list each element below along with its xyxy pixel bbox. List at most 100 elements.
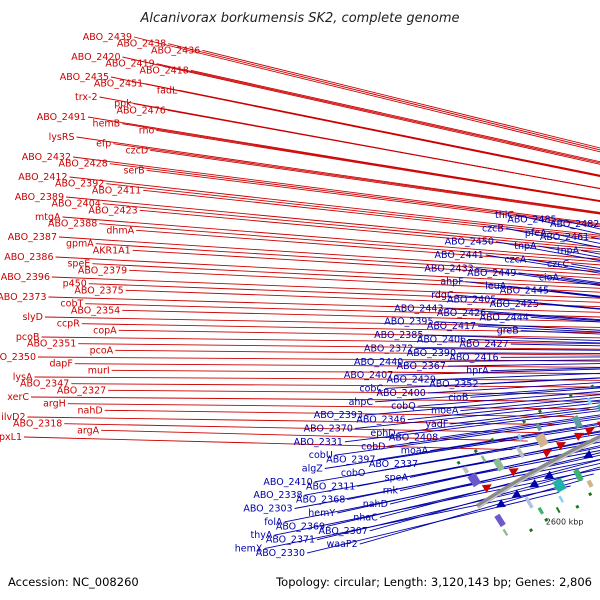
accession-label: Accession: NC_008260 [8, 575, 139, 589]
reverse-leader-line [457, 352, 600, 354]
reverse-gene-label: ABO_2393 [314, 410, 363, 421]
reverse-leader-line [284, 458, 600, 523]
forward-leader-line [41, 336, 600, 345]
reverse-gene-label: ABO_2408 [389, 432, 438, 443]
reverse-gene-label: ABO_2371 [266, 535, 315, 546]
reverse-gene-arrow [544, 470, 555, 479]
forward-leader-line [67, 403, 590, 410]
reverse-gene-label: cioA [539, 272, 560, 283]
forward-leader-line [202, 49, 600, 149]
outer-green-mark [590, 384, 595, 389]
forward-gene-label: ABO_2351 [27, 339, 76, 350]
outer-feature-mark [480, 455, 487, 463]
forward-gene-label: nahD [78, 405, 103, 416]
forward-gene-label: ABO_2375 [74, 285, 123, 296]
forward-gene-label: ABO_2491 [37, 112, 86, 123]
outer-feature-mark [516, 433, 523, 442]
reverse-gene-label: ABO_2303 [243, 504, 292, 515]
reverse-leader-line [447, 363, 600, 367]
forward-leader-line [44, 316, 600, 328]
forward-gene-label: pcoA [90, 345, 114, 356]
reverse-gene-label: algZ [302, 464, 323, 475]
forward-leader-line [108, 389, 600, 395]
reverse-leader-line [367, 431, 600, 474]
reverse-gene-label: ABO_2369 [276, 521, 325, 532]
forward-leader-line [109, 163, 600, 226]
reverse-gene-label: ABO_2429 [387, 375, 436, 386]
reverse-gene-label: tnpA [514, 241, 537, 252]
inner-green-mark [575, 504, 580, 509]
forward-gene-label: mtgA [35, 212, 61, 223]
reverse-gene-label: cobO [341, 468, 366, 479]
forward-leader-line [139, 209, 600, 253]
reverse-leader-line [377, 423, 600, 461]
reverse-gene-label: ABO_2482 [550, 219, 599, 230]
forward-leader-line [71, 383, 600, 388]
outer-green-mark [568, 393, 573, 398]
forward-gene-label: rho [139, 125, 155, 136]
forward-gene-arrow [542, 449, 553, 458]
forward-gene-label: dapF [49, 359, 72, 370]
reverse-leader-line [294, 450, 600, 509]
scale-tick [555, 506, 561, 514]
forward-gene-label: pcoB [16, 332, 40, 343]
reverse-leader-line [427, 382, 600, 394]
reverse-gene-label: ABO_2331 [294, 437, 343, 448]
reverse-gene-label: ABO_2461 [540, 232, 589, 243]
forward-leader-line [104, 409, 575, 418]
forward-leader-line [143, 189, 600, 240]
forward-gene-label: ABO_2436 [151, 45, 200, 56]
reverse-leader-line [344, 410, 600, 443]
forward-gene-label: lysA [13, 372, 33, 383]
forward-gene-label: dhmA [106, 225, 134, 236]
reverse-leader-line [395, 368, 600, 376]
reverse-gene-label: ABO_2405 [447, 295, 496, 306]
forward-gene-label: ABO_2392 [55, 179, 104, 190]
reverse-leader-line [440, 414, 600, 438]
reverse-gene-label: ABO_2385 [374, 330, 423, 341]
forward-gene-label: ABO_2396 [1, 272, 50, 283]
reverse-gene-label: waaP2 [327, 539, 358, 550]
forward-leader-line [101, 429, 528, 442]
forward-leader-line [58, 236, 600, 273]
forward-leader-line [74, 363, 600, 368]
forward-gene-arrow [584, 427, 595, 436]
forward-gene-arrow [574, 432, 585, 441]
reverse-gene-label: ABO_2352 [429, 379, 478, 390]
forward-gene-label: ABO_2347 [20, 379, 69, 390]
forward-leader-line [65, 196, 600, 248]
reverse-gene-label: ABO_2440 [354, 357, 403, 368]
reverse-gene-label: ABO_2390 [407, 348, 456, 359]
forward-feature-block [467, 472, 482, 488]
reverse-gene-label: rnk [383, 486, 399, 497]
reverse-gene-label: ABO_2307 [319, 526, 368, 537]
forward-gene-label: ABO_2451 [94, 79, 143, 90]
forward-leader-line [125, 289, 600, 308]
forward-gene-label: ABO_2420 [71, 52, 120, 63]
reverse-leader-line [304, 441, 600, 496]
forward-leader-line [168, 43, 600, 151]
reverse-gene-label: czcA [504, 255, 526, 266]
outer-green-mark [456, 460, 461, 465]
forward-gene-label: cobT [60, 299, 83, 310]
reverse-gene-label: ABO_2337 [369, 459, 418, 470]
reverse-gene-label: czcC [547, 259, 569, 270]
forward-gene-arrow [556, 442, 567, 451]
forward-gene-label: lysRS [49, 132, 75, 143]
reverse-gene-label: ABO_2427 [459, 339, 508, 350]
forward-gene-label: AKR1A1 [93, 245, 131, 256]
forward-feature-block [534, 432, 549, 448]
forward-gene-arrow [508, 468, 519, 477]
reverse-gene-label: hprA [466, 366, 489, 377]
forward-leader-line [87, 116, 600, 202]
forward-feature-block [492, 457, 505, 472]
reverse-gene-label: cobD [361, 441, 385, 452]
reverse-feature-block [494, 513, 506, 528]
reverse-gene-label: moaA [401, 446, 429, 457]
reverse-gene-label: ABO_2370 [304, 424, 353, 435]
reverse-leader-line [274, 468, 600, 536]
reverse-gene-label: ABO_2426 [437, 308, 486, 319]
reverse-gene-label: ABO_2406 [417, 335, 466, 346]
forward-gene-label: murI [88, 365, 110, 376]
forward-gene-label: copA [93, 325, 117, 336]
